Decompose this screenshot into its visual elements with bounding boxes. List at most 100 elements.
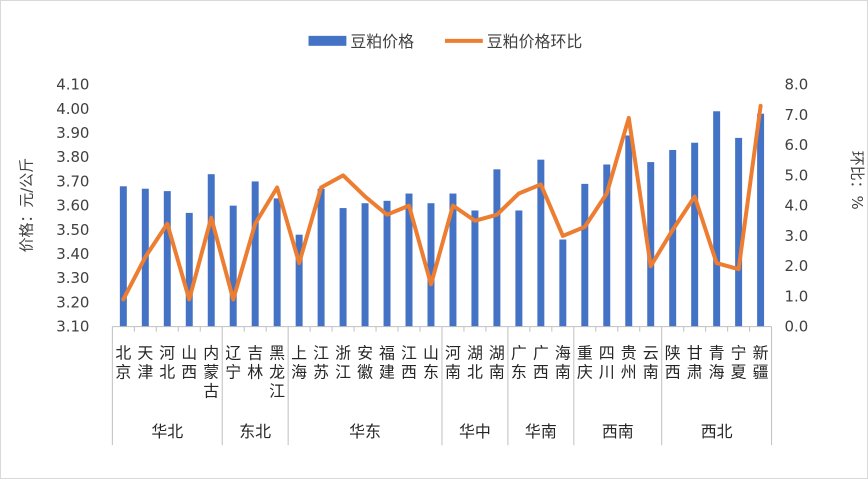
bar	[251, 181, 259, 327]
bar	[229, 205, 237, 327]
category-label: 辽宁	[225, 344, 241, 382]
bar	[295, 234, 303, 327]
bar	[691, 142, 699, 327]
y-left-tick-label: 3.90	[56, 124, 89, 142]
y-left-tick-label: 3.50	[56, 221, 89, 239]
bar	[735, 137, 743, 327]
y-left-tick-label: 3.40	[56, 245, 89, 263]
y-axis-right-ticks: 0.0 1.0 2.0 3.0 4.0 5.0 6.0 7.0 8.0	[785, 76, 809, 336]
category-label: 宁夏	[731, 344, 747, 382]
y-right-tick-label: 0.0	[785, 318, 809, 336]
bar	[207, 174, 215, 327]
category-label: 浙江	[335, 344, 351, 382]
group-label: 西南	[602, 422, 634, 441]
y-axis-left-ticks: 3.10 3.20 3.30 3.40 3.50 3.60 3.70 3.80 3.90 4.00…	[56, 76, 89, 336]
category-label: 江西	[401, 344, 417, 382]
bar	[273, 198, 281, 327]
y-left-tick-label: 3.80	[56, 148, 89, 166]
bar	[405, 193, 413, 327]
y-left-tick-label: 3.30	[56, 269, 89, 287]
category-label: 黑龙江	[269, 344, 285, 401]
y-right-tick-label: 1.0	[785, 287, 809, 305]
y-right-tick-label: 5.0	[785, 166, 809, 184]
category-label: 海南	[555, 344, 571, 382]
legend-label-price: 豆粕价格	[350, 32, 414, 51]
bar	[669, 149, 677, 327]
category-label: 北京	[115, 344, 131, 382]
series-line	[121, 103, 763, 302]
y-right-tick-label: 3.0	[785, 227, 809, 245]
y-axis-left-title: 价格：元/公斤	[18, 158, 36, 253]
category-label: 贵州	[621, 344, 637, 382]
legend-label-mom: 豆粕价格环比	[487, 32, 583, 51]
y-right-tick-label: 2.0	[785, 257, 809, 275]
y-right-tick-label: 8.0	[785, 76, 809, 94]
category-label: 重庆	[577, 344, 593, 382]
group-label: 华中	[459, 422, 491, 441]
bar	[581, 183, 589, 327]
bar	[603, 164, 611, 327]
category-label: 吉林	[247, 344, 263, 382]
bar	[537, 159, 545, 327]
category-label: 广东	[511, 344, 527, 382]
category-label: 安徽	[357, 344, 373, 382]
y-left-tick-label: 3.10	[56, 318, 89, 336]
legend: 豆粕价格 豆粕价格环比	[308, 32, 583, 51]
category-label: 江苏	[313, 344, 329, 382]
group-labels: 华北 东北 华东 华中 华南 西南 西北	[151, 422, 732, 441]
bar	[625, 135, 633, 327]
bar-series	[119, 111, 765, 327]
category-label: 青海	[709, 344, 725, 382]
bar	[339, 208, 347, 327]
bar	[713, 111, 721, 327]
category-label: 上海	[291, 344, 307, 382]
category-label: 内蒙古	[203, 344, 219, 401]
category-label: 广西	[533, 344, 549, 382]
category-label: 河北	[159, 344, 175, 382]
bar	[515, 210, 523, 327]
category-label: 湖北	[467, 344, 483, 382]
group-label: 华北	[151, 422, 183, 441]
category-labels: 北京天津河北山西内蒙古辽宁吉林黑龙江上海江苏浙江安徽福建江西山东河南湖北湖南广东…	[115, 344, 768, 401]
category-label: 陕西	[665, 344, 681, 382]
group-label: 东北	[239, 422, 271, 441]
bar	[163, 191, 171, 327]
category-label: 四川	[599, 344, 615, 382]
y-axis-right-title: 环比：%	[848, 151, 866, 210]
line-series	[121, 103, 763, 302]
category-label: 新疆	[753, 344, 769, 382]
y-right-tick-label: 4.0	[785, 197, 809, 215]
bar	[427, 203, 435, 327]
group-label: 华南	[525, 422, 557, 441]
category-label: 山东	[423, 344, 439, 382]
y-right-tick-label: 6.0	[785, 136, 809, 154]
group-label: 华东	[349, 422, 381, 441]
bar	[757, 113, 765, 327]
category-label: 云南	[643, 344, 659, 382]
y-left-tick-label: 4.00	[56, 100, 89, 118]
y-left-tick-label: 4.10	[56, 76, 89, 94]
y-left-tick-label: 3.60	[56, 197, 89, 215]
y-right-tick-label: 7.0	[785, 106, 809, 124]
y-left-tick-label: 3.20	[56, 293, 89, 311]
bar	[317, 188, 325, 327]
category-label: 山西	[181, 344, 197, 382]
bar	[119, 186, 127, 327]
category-label: 河南	[445, 344, 461, 382]
bar	[493, 169, 501, 327]
legend-swatch-price	[308, 35, 347, 46]
bar	[383, 200, 391, 327]
bar	[471, 210, 479, 327]
group-label: 西北	[701, 422, 733, 441]
bar	[449, 193, 457, 327]
bar	[361, 203, 369, 327]
y-left-tick-label: 3.70	[56, 172, 89, 190]
category-label: 福建	[379, 344, 395, 382]
category-label: 湖南	[489, 344, 505, 382]
category-label: 甘肃	[687, 344, 703, 382]
bar	[647, 162, 655, 327]
category-axis	[111, 326, 773, 446]
bar	[185, 212, 193, 327]
bar	[559, 239, 567, 327]
